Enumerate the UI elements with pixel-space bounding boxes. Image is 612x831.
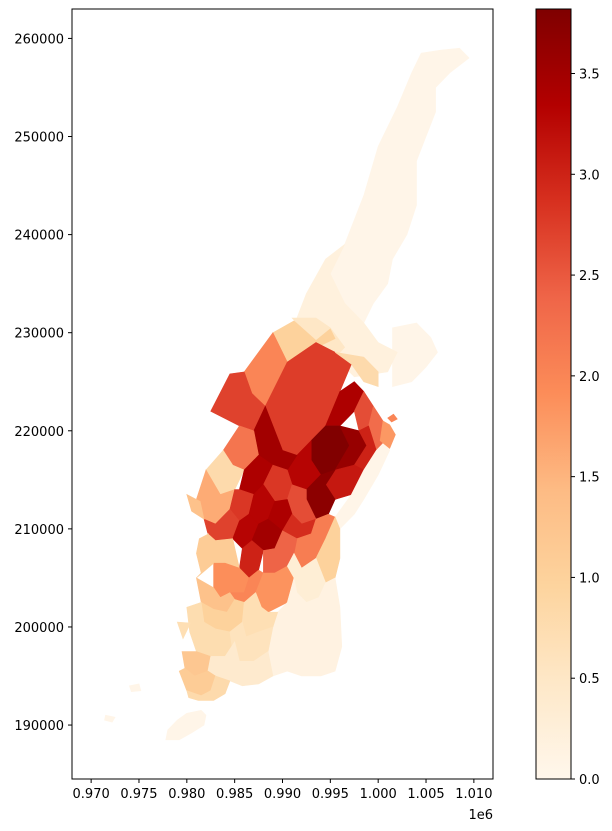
map-region	[196, 533, 214, 579]
x-axis: 0.970 0.975 0.980 0.985 0.990 0.995 1.000 1.005…	[73, 779, 492, 802]
map-region	[176, 621, 192, 640]
y-tick-label: 230000	[14, 327, 64, 342]
map-region	[186, 675, 231, 701]
x-tick-label: 0.970	[73, 787, 110, 802]
colorbar-ticks: 0.0 0.5 1.0 1.5 2.0 2.5 3.0 3.5	[571, 68, 600, 788]
x-tick-label: 0.980	[168, 787, 205, 802]
map-region	[334, 352, 379, 388]
map-region	[165, 709, 207, 741]
x-tick-label: 0.985	[216, 787, 253, 802]
map-regions	[104, 47, 470, 741]
y-tick-label: 200000	[14, 621, 64, 636]
colorbar-gradient	[535, 8, 572, 780]
y-axis: 190000 200000 210000 220000 230000 240000 2500…	[14, 32, 72, 734]
y-tick-label: 210000	[14, 523, 64, 538]
x-tick-label: 0.995	[312, 787, 349, 802]
x-tick-label: 1.010	[455, 787, 492, 802]
x-tick-label: 1.000	[360, 787, 397, 802]
x-offset-label: 1e6	[468, 808, 493, 823]
colorbar-tick-label: 0.5	[579, 672, 600, 687]
colorbar-tick-label: 0.0	[579, 773, 600, 788]
colorbar: 0.0 0.5 1.0 1.5 2.0 2.5 3.0 3.5	[535, 8, 600, 788]
map-region	[392, 322, 438, 387]
map-region	[186, 493, 205, 520]
colorbar-tick-label: 2.5	[579, 269, 600, 284]
colorbar-tick-label: 1.0	[579, 571, 600, 586]
colorbar-tick-label: 1.5	[579, 471, 600, 486]
y-tick-label: 240000	[14, 229, 64, 244]
y-tick-label: 260000	[14, 32, 64, 47]
colorbar-tick-label: 2.0	[579, 370, 600, 385]
y-tick-label: 190000	[14, 719, 64, 734]
y-tick-label: 250000	[14, 131, 64, 146]
map-region	[129, 683, 142, 693]
map-region	[379, 420, 396, 449]
x-tick-label: 0.975	[120, 787, 157, 802]
y-tick-label: 220000	[14, 425, 64, 440]
colorbar-tick-label: 3.5	[579, 68, 600, 83]
colorbar-tick-label: 3.0	[579, 168, 600, 183]
map-region	[104, 714, 116, 723]
map-region	[329, 47, 470, 324]
map-region	[387, 413, 398, 423]
x-tick-label: 0.990	[264, 787, 301, 802]
x-tick-label: 1.005	[407, 787, 444, 802]
